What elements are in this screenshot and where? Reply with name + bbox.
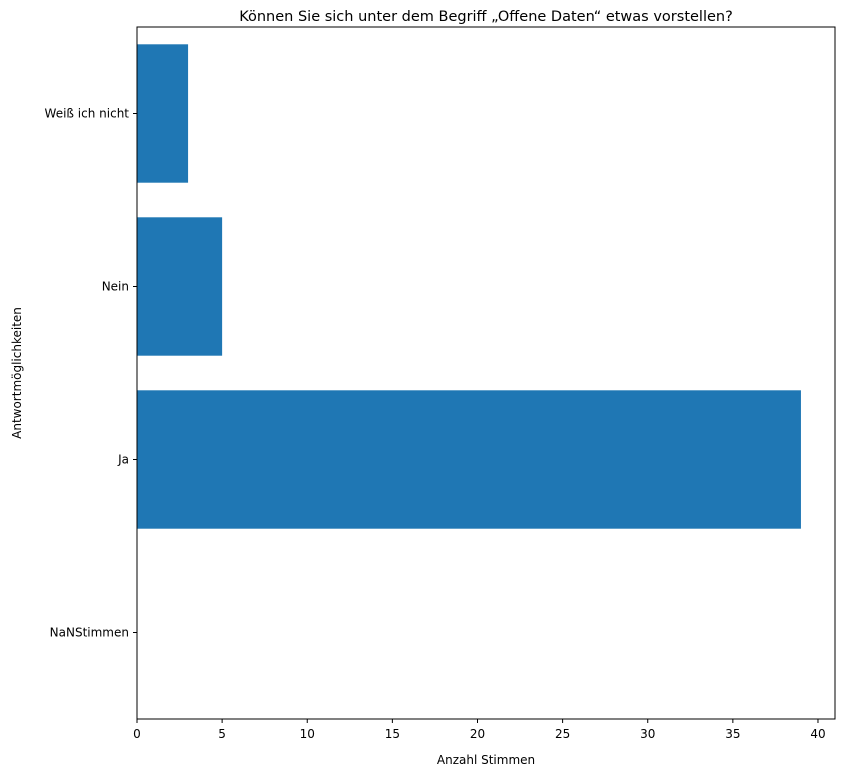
x-tick-label: 35 bbox=[725, 727, 740, 741]
bar-weiß-ich-nicht bbox=[137, 44, 189, 183]
x-tick-label: 25 bbox=[555, 727, 570, 741]
bars-group bbox=[137, 44, 801, 529]
plot-frame bbox=[136, 26, 836, 720]
x-tick-label: 10 bbox=[300, 727, 315, 741]
y-tick-label: Nein bbox=[102, 280, 129, 294]
y-tick-label: NaNStimmen bbox=[50, 626, 129, 640]
y-axis-ticks: NaNStimmen Ja Nein Weiß ich nicht bbox=[45, 107, 137, 640]
y-tick-label: Ja bbox=[117, 453, 129, 467]
y-axis-label: Antwortmöglichkeiten bbox=[10, 307, 24, 439]
x-tick-label: 5 bbox=[218, 727, 226, 741]
x-tick-label: 40 bbox=[810, 727, 825, 741]
x-tick-label: 20 bbox=[470, 727, 485, 741]
chart-title: Können Sie sich unter dem Begriff „Offen… bbox=[239, 9, 733, 25]
x-axis-ticks: 0 5 10 15 20 25 30 35 40 bbox=[133, 719, 826, 741]
bar-nein bbox=[137, 217, 223, 356]
y-tick-label: Weiß ich nicht bbox=[45, 107, 130, 121]
bar-ja bbox=[137, 390, 801, 529]
x-tick-label: 15 bbox=[385, 727, 400, 741]
x-axis-label: Anzahl Stimmen bbox=[437, 753, 535, 767]
x-tick-label: 30 bbox=[640, 727, 655, 741]
x-tick-label: 0 bbox=[133, 727, 141, 741]
